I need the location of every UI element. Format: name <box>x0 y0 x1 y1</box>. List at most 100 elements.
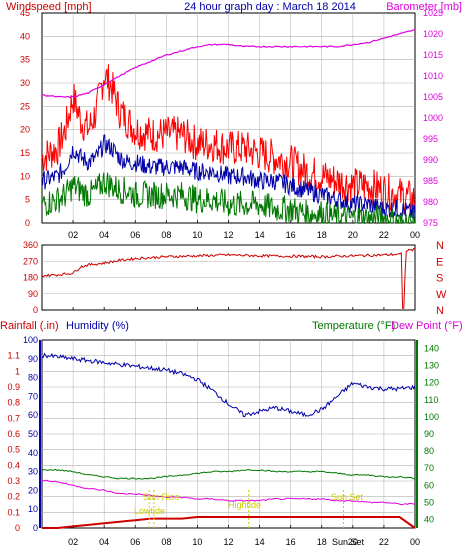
wind-tick-label: 20 <box>20 125 30 135</box>
rainfall-tick-label: 1.1 <box>7 351 20 361</box>
temperature-tick-label: 110 <box>424 395 438 405</box>
wind-x-tick-label: 00 <box>410 230 420 240</box>
compass-label: N <box>436 240 444 252</box>
climate-x-tick-label: 18 <box>317 537 327 547</box>
barometer-line <box>41 28 416 99</box>
rainfall-tick-label: 0 <box>15 523 20 533</box>
wind-tick-label: 45 <box>20 8 30 18</box>
rainfall-tick-label: 0.9 <box>7 382 20 392</box>
rainfall-line <box>42 516 416 529</box>
rainfall-tick-label: 1 <box>15 366 20 376</box>
grid-lines <box>42 13 415 528</box>
climate-x-tick-label: 08 <box>161 537 171 547</box>
climate-x-tick-label: 06 <box>130 537 140 547</box>
barometer-tick-label: 1015 <box>423 50 443 60</box>
direction-tick-label: 90 <box>28 289 38 299</box>
wind-average-line <box>41 134 416 219</box>
rainfall-tick-label: 0.2 <box>7 492 20 502</box>
wind-tick-label: 0 <box>25 218 30 228</box>
climate-x-tick-label: 00 <box>410 537 420 547</box>
barometer-tick-label: 1020 <box>423 29 443 39</box>
climate-x-tick-label: 04 <box>99 537 109 547</box>
rainfall-tick-label: 0.3 <box>7 476 20 486</box>
temperature-tick-label: 80 <box>424 446 434 456</box>
rainfall-tick-label: 0.5 <box>7 445 20 455</box>
temperature-tick-label: 140 <box>424 344 439 354</box>
rainfall-tick-label: 0.6 <box>7 429 20 439</box>
humidity-tick-label: 30 <box>28 467 38 477</box>
climate-x-tick-label: 02 <box>68 537 78 547</box>
barometer-tick-label: 985 <box>423 176 438 186</box>
humidity-tick-label: 100 <box>23 335 38 345</box>
wind-x-tick-label: 12 <box>223 230 233 240</box>
wind-gust-line <box>41 64 416 215</box>
temperature-tick-label: 90 <box>424 429 434 439</box>
climate-x-tick-label: 10 <box>192 537 202 547</box>
temperature-tick-label: 40 <box>424 514 434 524</box>
compass-label: W <box>436 289 447 301</box>
humidity-tick-label: 20 <box>28 485 38 495</box>
temperature-tick-label: 120 <box>424 378 439 388</box>
wind-tick-label: 25 <box>20 101 30 111</box>
wind-x-tick-label: 16 <box>286 230 296 240</box>
wind-x-tick-label: 06 <box>130 230 140 240</box>
humidity-tick-label: 60 <box>28 410 38 420</box>
barometer-tick-label: 1005 <box>423 92 443 102</box>
wind-x-tick-label: 10 <box>192 230 202 240</box>
rainfall-tick-label: 0.4 <box>7 460 20 470</box>
humidity-tick-label: 0 <box>33 523 38 533</box>
barometer-tick-label: 1010 <box>423 71 443 81</box>
barometer-tick-label: 1000 <box>423 113 443 123</box>
axis-labels: 0510152025303540459759809859909951000100… <box>7 8 447 547</box>
humidity-tick-label: 70 <box>28 391 38 401</box>
direction-tick-label: 270 <box>23 256 38 266</box>
direction-tick-label: 360 <box>23 240 38 250</box>
wind-x-tick-label: 02 <box>68 230 78 240</box>
direction-tick-label: 180 <box>23 273 38 283</box>
wind-direction-line <box>41 247 416 309</box>
rainfall-tick-label: 0.8 <box>7 398 20 408</box>
wind-x-tick-label: 04 <box>99 230 109 240</box>
direction-tick-label: 0 <box>33 305 38 315</box>
lowtide-annotation: Lowtide <box>134 506 165 516</box>
climate-x-tick-label: 20 <box>348 537 358 547</box>
windspeed-label: Windspeed [mph] <box>6 1 92 13</box>
humidity-tick-label: 80 <box>28 373 38 383</box>
barometer-label: Barometer [mb] <box>386 1 462 13</box>
dewpoint-line <box>41 479 416 506</box>
temperature-tick-label: 50 <box>424 497 434 507</box>
wind-tick-label: 40 <box>20 31 30 41</box>
data-series <box>41 28 416 529</box>
wind-x-tick-label: 08 <box>161 230 171 240</box>
barometer-tick-label: 1025 <box>423 8 443 18</box>
wind-tick-label: 10 <box>20 171 30 181</box>
barometer-tick-label: 975 <box>423 218 438 228</box>
dewpoint-label: Dew Point (°F) <box>391 320 463 332</box>
compass-label: E <box>436 256 443 268</box>
climate-x-tick-label: 14 <box>255 537 265 547</box>
sun-set-bottom-annotation: Sun Set <box>332 537 365 547</box>
humidity-tick-label: 50 <box>28 429 38 439</box>
sun-set-annotation: Sun Set <box>331 492 364 502</box>
sun-rise-annotation: Sun Rise <box>143 492 180 502</box>
climate-x-tick-label: 12 <box>223 537 233 547</box>
wind-x-tick-label: 22 <box>379 230 389 240</box>
temperature-tick-label: 70 <box>424 463 434 473</box>
wind-x-tick-label: 20 <box>348 230 358 240</box>
wind-tick-label: 30 <box>20 78 30 88</box>
humidity-label: Humidity (%) <box>66 320 129 332</box>
wind-x-tick-label: 18 <box>317 230 327 240</box>
compass-label: N <box>436 305 444 317</box>
rainfall-tick-label: 0.7 <box>7 413 20 423</box>
wind-tick-label: 35 <box>20 55 30 65</box>
graph-title: 24 hour graph day : March 18 2014 <box>184 1 356 13</box>
humidity-tick-label: 40 <box>28 448 38 458</box>
barometer-tick-label: 995 <box>423 134 438 144</box>
rainfall-tick-label: 0.1 <box>7 507 20 517</box>
climate-x-tick-label: 16 <box>286 537 296 547</box>
temperature-label: Temperature (°F) <box>312 320 395 332</box>
wind-tick-label: 5 <box>25 195 30 205</box>
temperature-tick-label: 130 <box>424 361 439 371</box>
temperature-line <box>41 468 416 480</box>
